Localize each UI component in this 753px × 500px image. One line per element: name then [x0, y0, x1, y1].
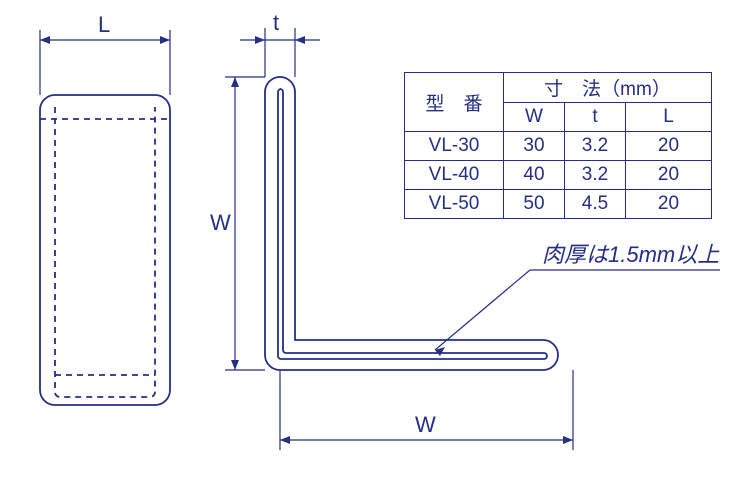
dimension-table: 型 番寸 法（mm）WtLVL-30303.220VL-40403.220VL-… — [404, 72, 712, 219]
table-row: VL-30303.220 — [405, 132, 712, 161]
dim-L-label: L — [98, 12, 110, 37]
dim-W-h-label: W — [415, 412, 436, 437]
th-W: W — [504, 103, 565, 132]
th-t: t — [565, 103, 626, 132]
spec-table: 型 番寸 法（mm）WtLVL-30303.220VL-40403.220VL-… — [404, 72, 712, 219]
front-hidden — [40, 107, 170, 397]
table-row: VL-50504.520 — [405, 190, 712, 219]
dim-W-v-label: W — [210, 210, 231, 235]
th-L: L — [626, 103, 712, 132]
dim-t-label: t — [273, 10, 279, 35]
note-text: 肉厚は1.5mm以上 — [542, 242, 720, 267]
th-group: 寸 法（mm） — [504, 73, 712, 103]
th-model: 型 番 — [405, 73, 504, 132]
table-row: VL-40403.220 — [405, 161, 712, 190]
front-outer — [40, 95, 170, 405]
